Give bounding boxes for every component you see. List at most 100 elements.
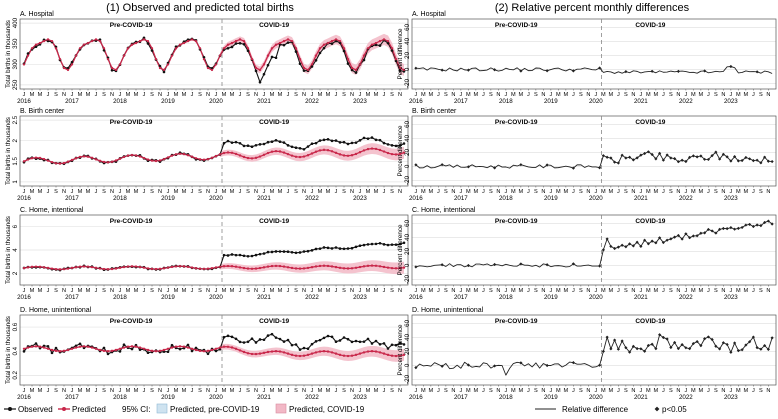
point-observed — [238, 42, 242, 45]
point-predicted — [222, 151, 226, 155]
point-predicted — [286, 38, 290, 41]
period-label-pre: Pre-COVID-19 — [110, 22, 153, 29]
point-observed — [246, 49, 250, 53]
panel-frame — [19, 18, 409, 90]
point-predicted — [386, 353, 390, 357]
x-tick-month: S — [534, 388, 538, 394]
point-predicted — [198, 158, 202, 161]
x-tick-month: J — [549, 189, 552, 195]
point-predicted — [206, 157, 210, 161]
point-significant — [673, 340, 677, 345]
x-tick-month: N — [398, 388, 402, 394]
x-tick-month: S — [714, 288, 718, 294]
point-predicted — [154, 57, 158, 61]
point-predicted — [182, 265, 186, 268]
point-observed — [362, 136, 366, 140]
point-predicted — [302, 66, 306, 70]
point-predicted — [318, 47, 322, 50]
point-significant — [736, 348, 740, 353]
point-predicted — [154, 267, 158, 271]
point-significant — [669, 345, 673, 350]
y-axis-label: Total births in thousands — [5, 316, 12, 384]
x-tick-month: M — [466, 189, 471, 195]
point-predicted — [202, 350, 206, 353]
x-tick-month: S — [54, 189, 58, 195]
x-tick-month: S — [342, 92, 346, 98]
x-tick-month: N — [676, 288, 680, 294]
point-significant — [519, 262, 523, 266]
point-predicted — [310, 265, 314, 269]
point-significant — [755, 223, 759, 227]
x-tick-month: S — [150, 288, 154, 294]
point-significant — [673, 157, 677, 161]
point-significant — [718, 347, 722, 351]
point-predicted — [222, 265, 226, 268]
point-predicted — [174, 153, 178, 156]
point-observed — [394, 243, 398, 246]
x-tick-year: 2021 — [634, 394, 648, 401]
x-tick-year: 2017 — [454, 98, 468, 105]
point-predicted — [286, 352, 290, 355]
point-predicted — [258, 266, 262, 270]
point-predicted — [86, 265, 90, 268]
point-predicted — [170, 154, 174, 157]
point-predicted — [274, 350, 278, 353]
point-predicted — [314, 351, 318, 354]
point-observed — [294, 146, 298, 150]
x-tick-month: S — [54, 388, 58, 394]
y-tick-label: 400 — [12, 17, 19, 28]
point-significant — [669, 156, 673, 160]
point-observed — [146, 351, 150, 355]
point-significant — [718, 227, 722, 231]
x-tick-month: J — [239, 288, 242, 294]
legend-ci-title: 95% CI: — [122, 405, 150, 414]
x-tick-month: J — [311, 92, 314, 98]
x-tick-month: J — [752, 92, 755, 98]
point-predicted — [194, 267, 198, 270]
point-predicted — [202, 57, 206, 61]
x-tick-month: J — [47, 388, 50, 394]
x-tick-month: S — [669, 189, 673, 195]
x-tick-year: 2019 — [161, 195, 175, 202]
point-significant — [654, 346, 658, 351]
point-predicted — [402, 68, 406, 72]
point-predicted — [362, 54, 366, 57]
x-tick-month: M — [326, 189, 331, 195]
x-tick-month: J — [729, 189, 732, 195]
point-significant — [684, 232, 688, 236]
x-tick-month: J — [639, 189, 642, 195]
x-tick-month: J — [47, 288, 50, 294]
point-observed — [362, 340, 366, 343]
panel-reldiff-2: -20 0 20 40 60 Pre-COVID-19 COVID-19 B. Birth c… — [397, 108, 777, 202]
point-observed — [270, 140, 274, 143]
x-tick-year: 2021 — [257, 195, 271, 202]
x-tick-month: J — [684, 189, 687, 195]
point-predicted — [82, 265, 86, 268]
point-significant — [725, 342, 729, 347]
x-tick-month: S — [102, 288, 106, 294]
panel-births-3: 2 4 6 Pre-COVID-19 COVID-19 C. Home, intentio… — [5, 207, 409, 301]
point-predicted — [194, 39, 198, 43]
point-predicted — [250, 157, 254, 160]
panel-frame — [411, 214, 777, 286]
point-significant — [620, 339, 624, 343]
x-tick-month: N — [158, 189, 162, 195]
x-tick-month: M — [278, 189, 283, 195]
x-tick-month: J — [549, 288, 552, 294]
x-tick-month: M — [474, 92, 479, 98]
point-significant — [725, 155, 729, 159]
point-significant — [466, 68, 470, 72]
x-tick-month: N — [206, 288, 210, 294]
x-tick-month: M — [38, 388, 43, 394]
point-significant — [676, 346, 680, 351]
x-tick-month: M — [556, 388, 561, 394]
point-predicted — [182, 41, 186, 45]
x-tick-month: J — [662, 288, 665, 294]
point-significant — [598, 166, 602, 170]
point-significant — [740, 158, 744, 163]
x-tick-month: N — [350, 189, 354, 195]
point-significant — [598, 264, 602, 268]
x-tick-month: S — [102, 388, 106, 394]
x-tick-month: M — [318, 288, 323, 294]
point-predicted — [278, 41, 282, 45]
